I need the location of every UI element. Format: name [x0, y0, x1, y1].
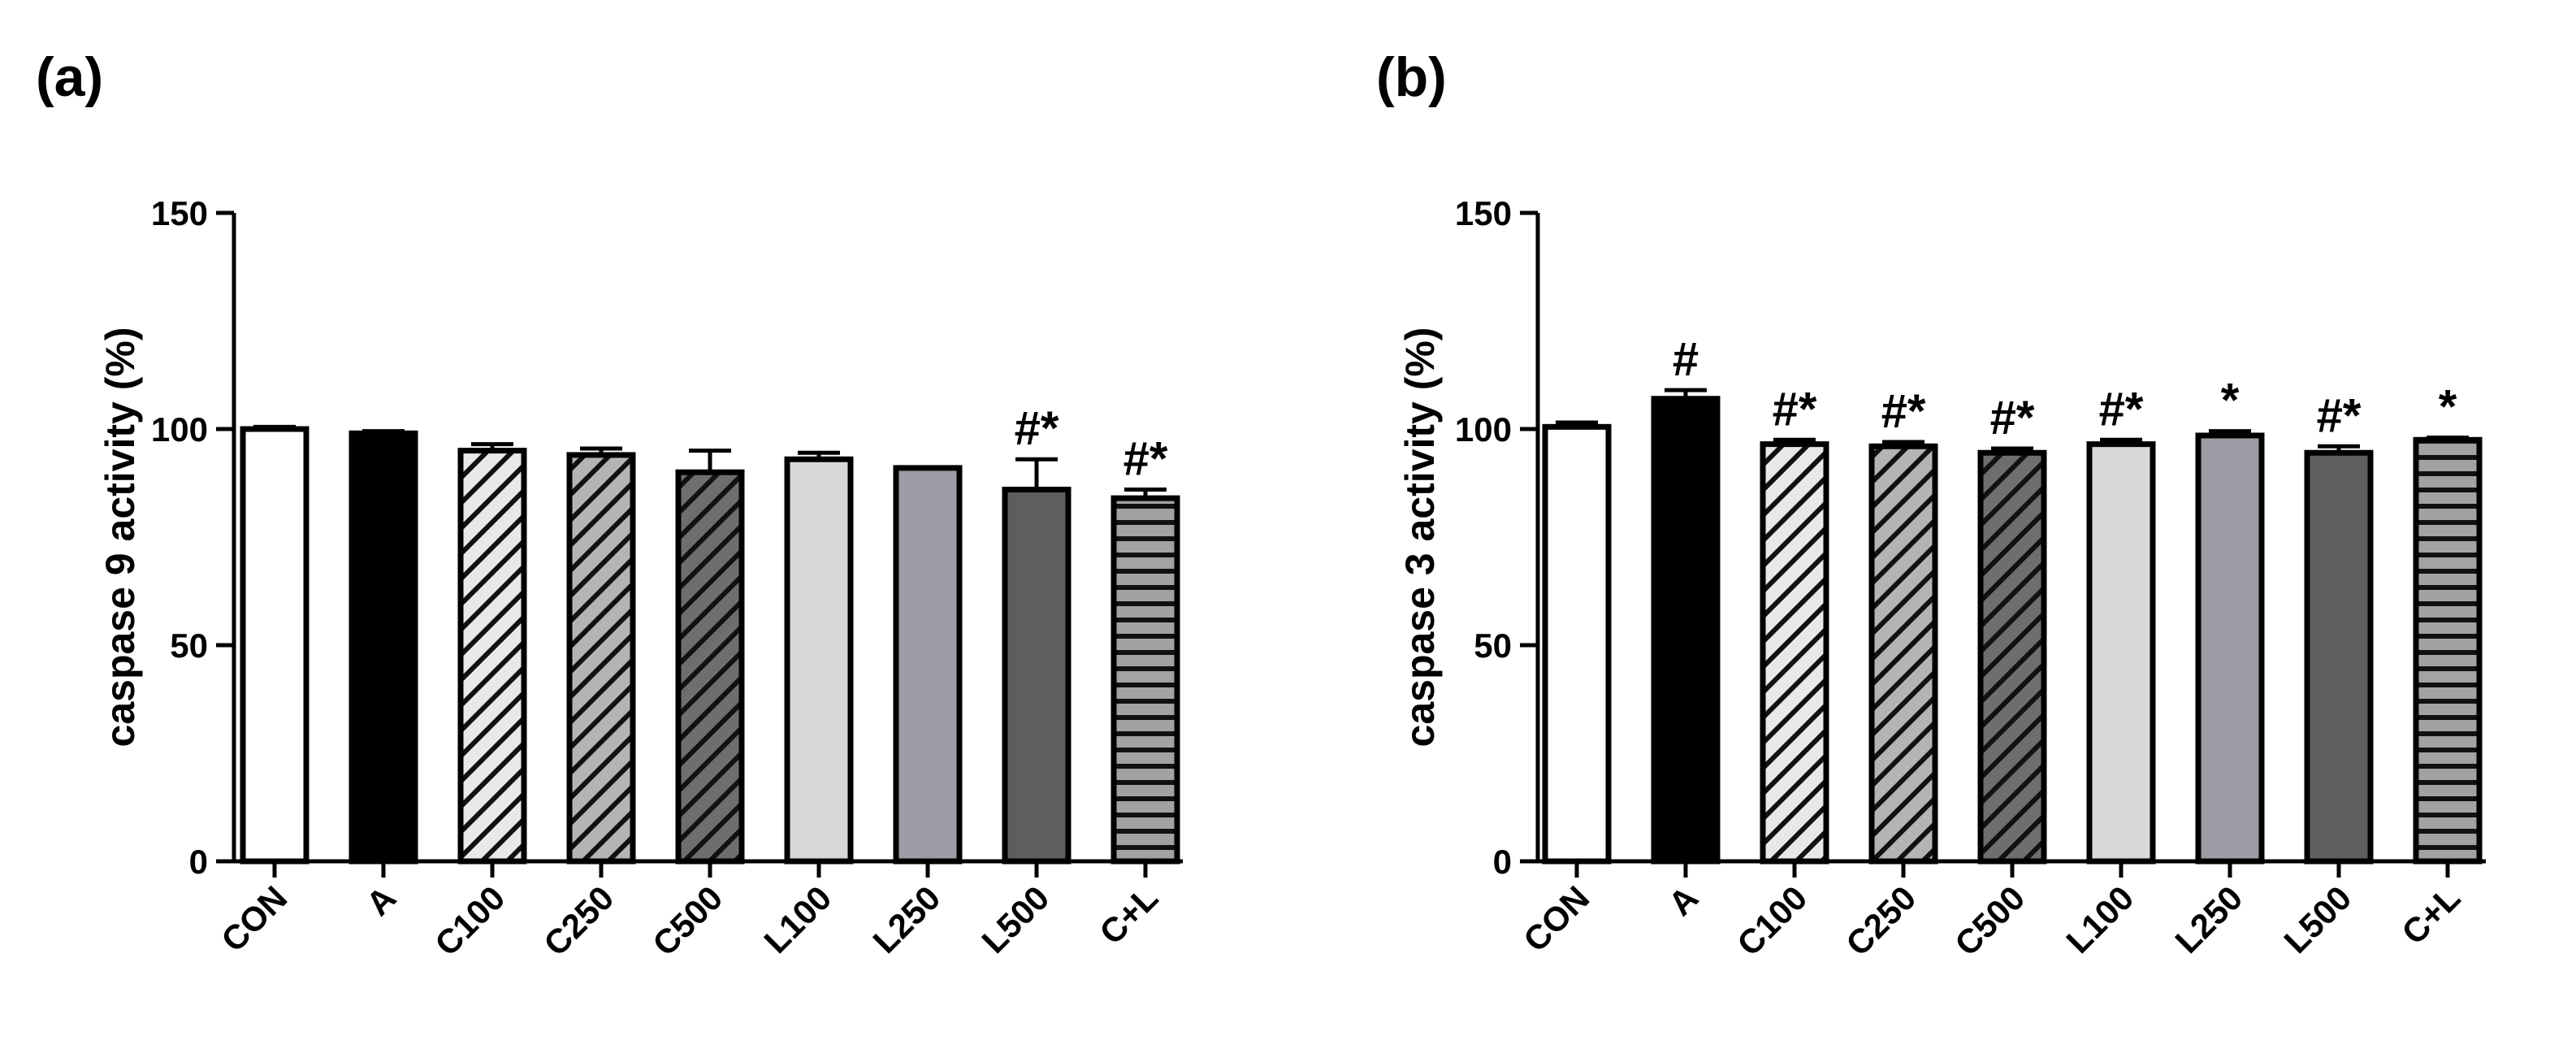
- x-tick-label: C500: [645, 878, 730, 963]
- significance-label: #*: [1015, 402, 1059, 455]
- y-tick-label: 100: [151, 410, 208, 449]
- significance-label: #*: [1773, 383, 1817, 436]
- x-tick-label: L100: [756, 878, 838, 960]
- y-axis-label: caspase 9 activity (%): [97, 327, 143, 748]
- x-tick-label: C250: [1838, 878, 1923, 963]
- bar-pattern: [2416, 440, 2479, 861]
- bar-l100: [2089, 444, 2153, 861]
- significance-label: #*: [1881, 385, 1926, 438]
- y-tick-label: 150: [151, 194, 208, 232]
- x-tick-label: CON: [214, 878, 294, 959]
- significance-label: #*: [1990, 392, 2035, 444]
- x-tick-label: C+L: [1092, 878, 1165, 951]
- x-tick-label: A: [1661, 878, 1706, 923]
- x-tick-label: CON: [1516, 878, 1596, 959]
- bar-pattern: [1114, 498, 1177, 861]
- bar-l100: [787, 459, 851, 861]
- x-tick-label: C250: [536, 878, 621, 963]
- y-tick-label: 100: [1455, 410, 1512, 449]
- y-tick-label: 0: [1493, 843, 1512, 881]
- y-tick-label: 0: [189, 843, 208, 881]
- bar-pattern: [678, 472, 742, 861]
- bar-con: [1545, 427, 1608, 861]
- x-tick-label: C100: [427, 878, 512, 963]
- significance-label: #: [1673, 333, 1699, 386]
- bar-a: [352, 433, 415, 861]
- bar-pattern: [569, 454, 633, 861]
- bar-l500: [1005, 489, 1068, 861]
- bar-pattern: [1763, 444, 1826, 861]
- y-axis-label: caspase 3 activity (%): [1397, 327, 1443, 748]
- bar-pattern: [1981, 453, 2044, 861]
- significance-label: #*: [2099, 383, 2144, 436]
- y-tick-label: 50: [170, 626, 208, 665]
- panel-label: (a): [36, 46, 103, 108]
- panel-label: (b): [1376, 46, 1447, 108]
- bar-con: [243, 429, 306, 861]
- y-tick-label: 50: [1474, 626, 1512, 665]
- x-tick-label: L250: [2167, 878, 2249, 960]
- x-tick-label: C500: [1947, 878, 2032, 963]
- bar-l250: [2198, 435, 2262, 861]
- y-tick-label: 150: [1455, 194, 1512, 232]
- x-tick-label: C+L: [2394, 878, 2467, 951]
- panel-a: (a) 0 50 100 150 caspase 9 activity (%) CON A C1…: [36, 46, 1183, 963]
- bar-a: [1654, 398, 1717, 861]
- significance-label: #*: [1123, 432, 1168, 485]
- x-tick-label: L500: [2276, 878, 2358, 960]
- x-tick-label: L100: [2059, 878, 2141, 960]
- bar-l500: [2307, 453, 2370, 861]
- bar-pattern: [461, 450, 524, 861]
- significance-label: *: [2439, 381, 2457, 434]
- x-tick-label: A: [359, 878, 404, 923]
- bar-l250: [896, 467, 959, 861]
- x-tick-label: L500: [974, 878, 1056, 960]
- x-tick-label: C100: [1730, 878, 1814, 963]
- significance-label: #*: [2317, 389, 2362, 442]
- significance-label: *: [2221, 375, 2240, 427]
- panel-b: (b) 0 50 100 150 caspase 3 activity (%) CON # A #…: [1376, 46, 2486, 963]
- bar-pattern: [1872, 446, 1935, 861]
- x-tick-label: L250: [865, 878, 947, 960]
